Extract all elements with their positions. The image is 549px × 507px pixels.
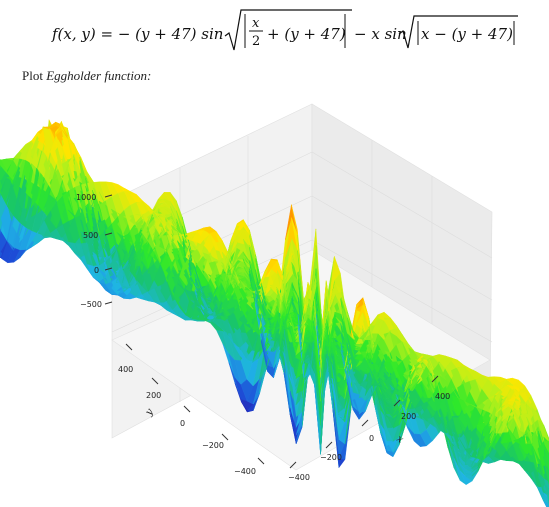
surface-plot: 1000 500 0 −500 400 200 0 −200 −400 y 40… (0, 103, 549, 507)
x-tick-200: 200 (401, 412, 416, 421)
y-tick-0: 0 (180, 419, 185, 428)
x-tick-neg200: −200 (320, 453, 342, 462)
surface-patch (543, 425, 549, 442)
frac-denominator: 2 (252, 34, 260, 49)
x-axis-label: x (394, 433, 405, 445)
surface-patch (0, 159, 2, 161)
formula-term2: x − (y + 47) (421, 25, 513, 43)
formula-minus-x-sin: − x sin (354, 25, 407, 43)
caption-prefix: Plot (22, 68, 47, 83)
z-tick-1000: 1000 (76, 193, 96, 202)
sqrt-sign-1 (224, 9, 352, 51)
plot-caption: Plot Eggholder function: (22, 68, 151, 84)
surface-patch (544, 464, 549, 486)
formula: f(x, y) = − (y + 47) sin x 2 + (y + 47) … (51, 9, 518, 51)
formula-term1-rest: + (y + 47) (267, 25, 346, 43)
x-tick-400: 400 (435, 392, 450, 401)
surface-patch (544, 444, 549, 476)
sqrt-sign-2 (398, 15, 518, 49)
y-tick-400: 400 (118, 365, 133, 374)
y-tick-neg200: −200 (202, 441, 224, 450)
z-tick-500: 500 (83, 231, 98, 240)
surface-patch (544, 484, 549, 495)
caption-function-name: Eggholder function: (46, 68, 152, 83)
eggholder-surface (0, 119, 549, 507)
z-tick-0: 0 (94, 266, 99, 275)
surface-patch (543, 494, 549, 507)
y-axis (125, 343, 265, 465)
y-tick-neg400: −400 (234, 467, 256, 476)
z-axis (104, 194, 113, 305)
x-axis (289, 375, 439, 469)
x-tick-0: 0 (369, 434, 374, 443)
surface-patch (543, 500, 549, 507)
formula-lhs: f(x, y) = − (y + 47) sin (51, 25, 223, 43)
x-tick-neg400: −400 (288, 473, 310, 482)
y-tick-200: 200 (146, 391, 161, 400)
z-tick-neg500: −500 (80, 300, 102, 309)
frac-numerator: x (252, 16, 260, 31)
